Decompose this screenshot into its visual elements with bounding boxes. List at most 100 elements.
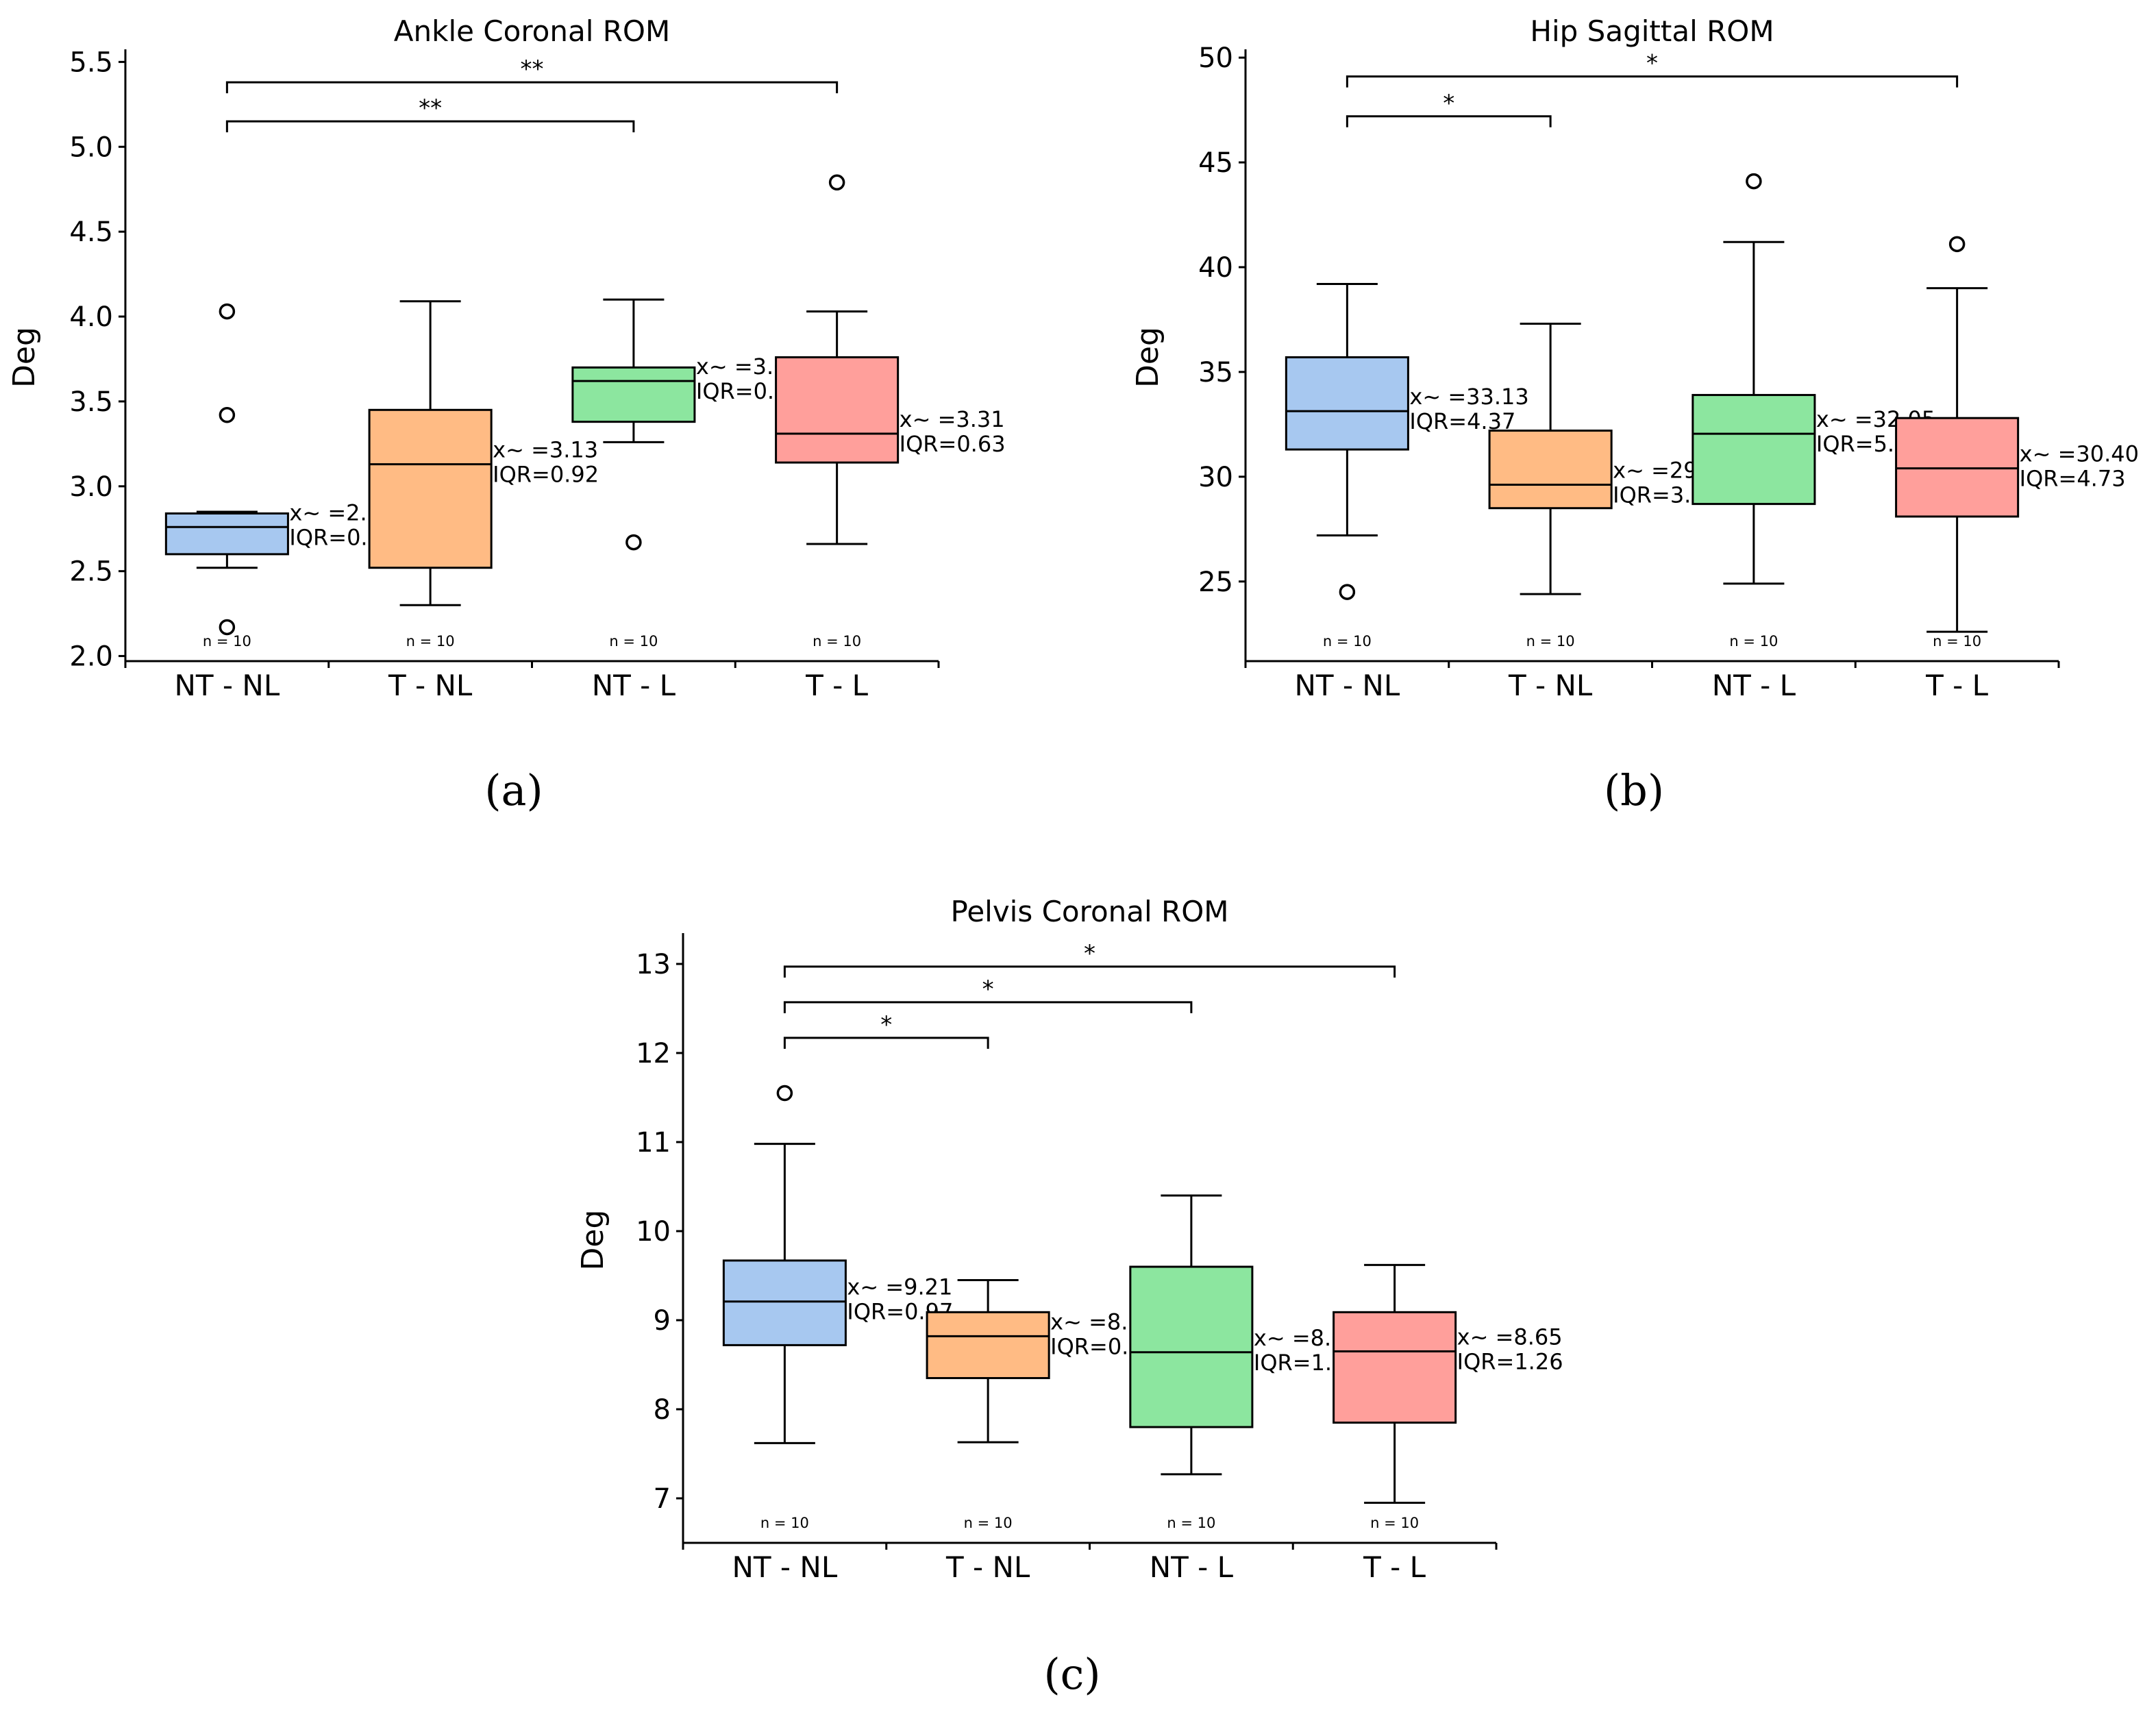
y-tick-label: 3.0 [69,471,113,503]
n-label: n = 10 [760,1515,809,1531]
outlier-point [828,174,845,191]
y-tick-label: 7 [654,1483,671,1515]
iqr-annotation: IQR=0.92 [493,462,599,488]
iqr-annotation: IQR=4.73 [2020,466,2126,492]
outlier-point [776,1085,793,1102]
y-tick-label: 2.0 [69,641,113,673]
median-annotation: x~ =3.31 [900,406,1005,432]
y-tick-label: 35 [1198,357,1233,388]
outlier-point [219,303,236,320]
outlier-point [1948,236,1966,253]
n-label: n = 10 [1370,1515,1419,1531]
significance-label: * [880,1011,892,1039]
median-annotation: x~ =9.21 [847,1274,952,1300]
box-body [164,512,289,556]
panel-caption: (b) [1604,765,1664,815]
n-label: n = 10 [1526,633,1575,649]
panel-caption: (a) [484,765,543,815]
y-tick-label: 50 [1198,42,1233,74]
y-tick-label: 4.0 [69,301,113,333]
y-tick-label: 8 [654,1394,671,1426]
y-tick-label: 2.5 [69,556,113,588]
median-annotation: x~ =8.65 [1457,1324,1563,1350]
y-tick-label: 45 [1198,147,1233,179]
n-label: n = 10 [406,633,455,649]
x-tick-label: T - L [1363,1550,1426,1584]
n-label: n = 10 [1933,633,1981,649]
box-body [571,366,696,423]
x-tick-label: T - L [1925,669,1989,702]
x-tick-label: T - NL [945,1550,1030,1584]
y-tick-label: 5.5 [69,47,113,78]
y-tick-label: 13 [636,949,671,980]
x-tick-label: NT - L [1150,1550,1234,1584]
chart-title: Ankle Coronal ROM [394,14,670,48]
x-tick-label: T - NL [388,669,473,702]
panel-b: Hip Sagittal ROM Deg 25 30 35 40 45 50 NT - NL T … [1130,14,2139,815]
significance-bracket [783,1001,1193,1013]
y-tick-label: 25 [1198,567,1233,598]
x-tick-label: NT - NL [1295,669,1400,702]
chart-title: Pelvis Coronal ROM [950,895,1228,928]
iqr-annotation: IQR=1.26 [1457,1349,1563,1375]
y-tick-label: 9 [654,1305,671,1337]
n-label: n = 10 [1323,633,1372,649]
significance-bracket [225,120,635,133]
box-body [1488,430,1613,510]
panel-c: Pelvis Coronal ROM Deg 7 8 9 10 11 12 13 NT - NL T… [575,895,1563,1699]
box-body [926,1311,1050,1380]
y-tick-label: 40 [1198,252,1233,284]
box-body [1895,417,2020,518]
significance-label: ** [521,55,544,83]
n-label: n = 10 [1167,1515,1215,1531]
x-tick-label: NT - NL [732,1550,838,1584]
outlier-point [625,534,642,551]
y-tick-label: 30 [1198,462,1233,493]
significance-bracket [783,1037,989,1049]
box-body [722,1259,847,1346]
significance-label: * [1084,940,1095,967]
box-body [1692,394,1816,506]
significance-label: * [1646,50,1658,77]
median-annotation: x~ =30.40 [2020,441,2139,467]
n-label: n = 10 [609,633,658,649]
significance-bracket [783,965,1396,978]
box-body [1129,1265,1254,1428]
x-tick-label: NT - NL [175,669,280,702]
x-tick-label: NT - L [592,669,676,702]
significance-bracket [225,81,839,94]
n-label: n = 10 [964,1515,1013,1531]
x-tick-label: T - NL [1508,669,1593,702]
significance-label: ** [419,95,442,122]
y-tick-label: 3.5 [69,386,113,418]
significance-label: * [982,976,994,1003]
n-label: n = 10 [813,633,861,649]
y-axis-label: Deg [7,327,42,388]
y-tick-label: 12 [636,1038,671,1069]
box-body [1333,1311,1457,1424]
y-tick-label: 11 [636,1127,671,1159]
chart-title: Hip Sagittal ROM [1530,14,1774,48]
n-label: n = 10 [203,633,251,649]
outlier-point [219,619,236,636]
box-body [368,408,493,569]
n-label: n = 10 [1729,633,1778,649]
y-tick-label: 10 [636,1216,671,1248]
iqr-annotation: IQR=0.63 [900,431,1006,457]
box-body [775,356,900,464]
y-tick-label: 5.0 [69,132,113,163]
median-annotation: x~ =33.13 [1409,384,1528,410]
box-body [1285,356,1409,451]
y-tick-label: 4.5 [69,216,113,248]
panel-a: Ankle Coronal ROM Deg 2.0 2.5 3.0 3.5 4.0 4.5 5.… [7,14,1006,815]
significance-bracket [1346,75,1959,88]
panel-caption: (c) [1043,1649,1100,1699]
outlier-point [1339,584,1356,600]
significance-bracket [1346,115,1552,127]
outlier-point [219,406,236,423]
y-axis-label: Deg [1130,327,1165,388]
x-tick-label: T - L [805,669,869,702]
x-tick-label: NT - L [1712,669,1796,702]
outlier-point [1746,173,1762,190]
